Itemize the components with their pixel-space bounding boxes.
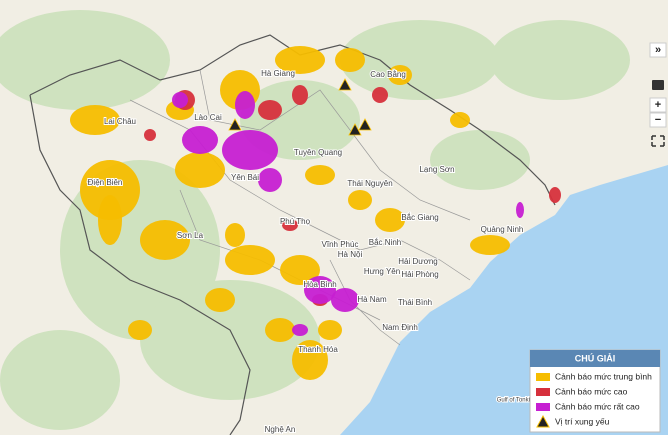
- map-control[interactable]: [649, 97, 667, 113]
- warning-zone: [348, 190, 372, 210]
- place-label: Nghệ An: [265, 425, 296, 434]
- place-label: Hưng Yên: [364, 267, 400, 276]
- control-label: »: [655, 44, 661, 56]
- warning-zones: [70, 46, 561, 380]
- warning-zone: [275, 46, 325, 74]
- warning-zone: [292, 340, 328, 380]
- legend-label: Vị trí xung yếu: [555, 416, 610, 426]
- print-button: [652, 80, 664, 90]
- warning-zone: [225, 245, 275, 275]
- province-borders: [129, 69, 471, 346]
- warning-zone: [388, 65, 412, 85]
- legend-label: Cảnh báo mức rất cao: [555, 401, 640, 411]
- border: [29, 34, 556, 206]
- place-label: Lạng Sơn: [419, 165, 454, 174]
- warning-zone: [70, 105, 120, 135]
- place-label: Hòa Bình: [303, 280, 336, 289]
- place-label: Hà Nam: [357, 295, 387, 304]
- warning-zone: [335, 48, 365, 72]
- warning-zone: [331, 288, 359, 312]
- control-label: +: [655, 99, 661, 111]
- legend-label: Cảnh báo mức trung bình: [555, 371, 652, 381]
- place-label: Phú Thọ: [280, 217, 311, 226]
- warning-zone: [450, 112, 470, 128]
- warning-zone: [318, 320, 342, 340]
- place-label: Quảng Ninh: [481, 225, 524, 234]
- vulnerable-site: [358, 118, 372, 131]
- place-label: Lào Cai: [194, 113, 222, 122]
- vulnerable-site: [228, 118, 242, 131]
- place-label: Cao Bằng: [370, 70, 406, 79]
- warning-zone: [470, 235, 510, 255]
- place-label: Thái Bình: [398, 298, 432, 307]
- warning-zone: [182, 126, 218, 154]
- warning-zone: [292, 85, 308, 105]
- warning-zone: [172, 92, 188, 108]
- warning-zone: [175, 152, 225, 188]
- warning-zone: [282, 219, 298, 231]
- warning-zone: [235, 91, 255, 119]
- legend-header: [530, 350, 660, 367]
- place-label: Nam Định: [382, 323, 418, 332]
- legend-swatch: [536, 373, 550, 381]
- warning-zone: [98, 195, 122, 245]
- legend-label: Cảnh báo mức cao: [555, 386, 628, 396]
- place-label: Gulf of Tonkin: [497, 398, 534, 404]
- place-label: Hải Phòng: [401, 270, 438, 279]
- place-label: Điện Biên: [88, 178, 123, 187]
- place-label: Vĩnh Phúc: [322, 240, 359, 249]
- warning-zone: [222, 130, 278, 170]
- control-label: −: [655, 114, 661, 126]
- border: [29, 94, 251, 435]
- warning-zone: [372, 87, 388, 103]
- warning-zone: [292, 324, 308, 336]
- place-label: Hải Dương: [398, 257, 438, 266]
- warning-zone: [225, 223, 245, 247]
- map-control[interactable]: [649, 42, 667, 58]
- place-label: Hà Giang: [261, 69, 295, 78]
- warning-zone: [258, 168, 282, 192]
- place-label: Bắc Ninh: [369, 238, 401, 247]
- place-label: Thái Nguyên: [347, 179, 392, 188]
- place-label: Yên Bái: [231, 173, 259, 182]
- place-label: Tuyên Quang: [294, 148, 342, 157]
- place-label: Thanh Hóa: [298, 345, 338, 354]
- place-label: Sơn La: [177, 231, 204, 240]
- warning-zone: [516, 202, 524, 218]
- warning-zone: [304, 276, 336, 304]
- legend-swatch: [536, 388, 550, 396]
- place-label: Lai Châu: [104, 117, 136, 126]
- legend-title: CHÚ GIẢI: [575, 352, 616, 363]
- place-label: Hà Nội: [338, 250, 363, 259]
- warning-zone: [258, 100, 282, 120]
- legend-icon: [536, 414, 550, 428]
- legend-swatch: [536, 403, 550, 411]
- map-control[interactable]: [649, 112, 667, 128]
- place-label: Bắc Giang: [401, 213, 438, 222]
- warning-zone: [280, 255, 320, 285]
- warning-zone: [128, 320, 152, 340]
- warning-zone: [144, 129, 156, 141]
- warning-zone: [375, 208, 405, 232]
- vulnerable-site: [348, 123, 362, 136]
- warning-zone: [305, 165, 335, 185]
- fullscreen-button: [651, 135, 665, 147]
- warning-zone: [80, 160, 140, 220]
- warning-zone: [140, 220, 190, 260]
- warning-zone: [265, 318, 295, 342]
- warning-zone: [549, 187, 561, 203]
- warning-zone: [205, 288, 235, 312]
- vulnerable-site: [338, 78, 352, 91]
